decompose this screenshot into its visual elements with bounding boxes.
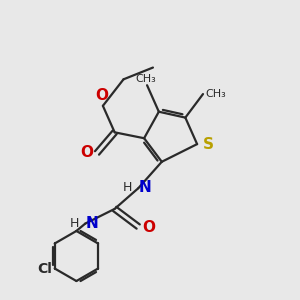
Text: H: H [69,217,79,230]
Text: O: O [80,146,94,160]
Text: CH₃: CH₃ [206,89,226,99]
Text: O: O [95,88,108,103]
Text: H: H [122,181,132,194]
Text: N: N [86,215,99,230]
Text: Cl: Cl [37,262,52,275]
Text: S: S [202,137,213,152]
Text: O: O [142,220,156,235]
Text: CH₃: CH₃ [135,74,156,84]
Text: N: N [139,180,152,195]
